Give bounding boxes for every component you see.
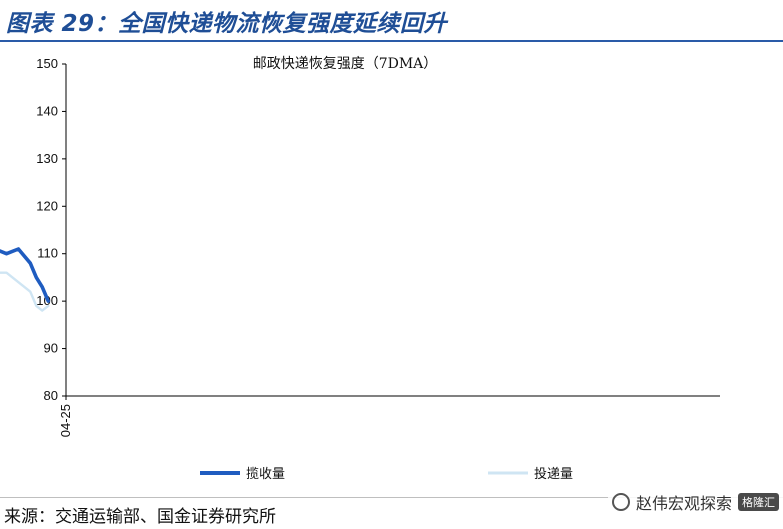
watermark-text: 赵伟宏观探索: [636, 494, 733, 513]
y-tick-label: 110: [37, 246, 58, 261]
watermark-logo-icon: [612, 493, 630, 511]
legend-label-series-2: 投递量: [534, 466, 573, 482]
title-divider: [0, 40, 783, 42]
chart-axes: 809010011012013014015004-2505-0905-2306-…: [36, 56, 720, 437]
y-tick-label: 130: [36, 151, 58, 166]
y-tick-label: 90: [44, 341, 58, 356]
watermark: 赵伟宏观探索 格隆汇: [608, 488, 783, 516]
chart: 邮政快递恢复强度（7DMA） 809010011012013014015004-…: [0, 55, 720, 482]
y-tick-label: 80: [44, 388, 58, 403]
x-tick-label: 04-25: [58, 404, 73, 437]
chart-inner-title: 邮政快递恢复强度（7DMA）: [253, 55, 438, 72]
legend-label-series-1: 揽收量: [246, 466, 285, 482]
series-line-2: [0, 271, 50, 312]
source-note: 来源：交通运输部、国金证券研究所: [4, 507, 276, 527]
y-tick-label: 120: [36, 198, 58, 213]
y-tick-label: 150: [36, 56, 58, 71]
source-divider: [0, 497, 783, 498]
watermark-badge: 格隆汇: [738, 493, 779, 511]
chart-series-layer: [0, 247, 50, 312]
chart-legend: 揽收量 投递量: [200, 466, 573, 482]
y-tick-label: 140: [36, 103, 58, 118]
figure-title: 图表 29：全国快递物流恢复强度延续回升: [6, 11, 448, 37]
